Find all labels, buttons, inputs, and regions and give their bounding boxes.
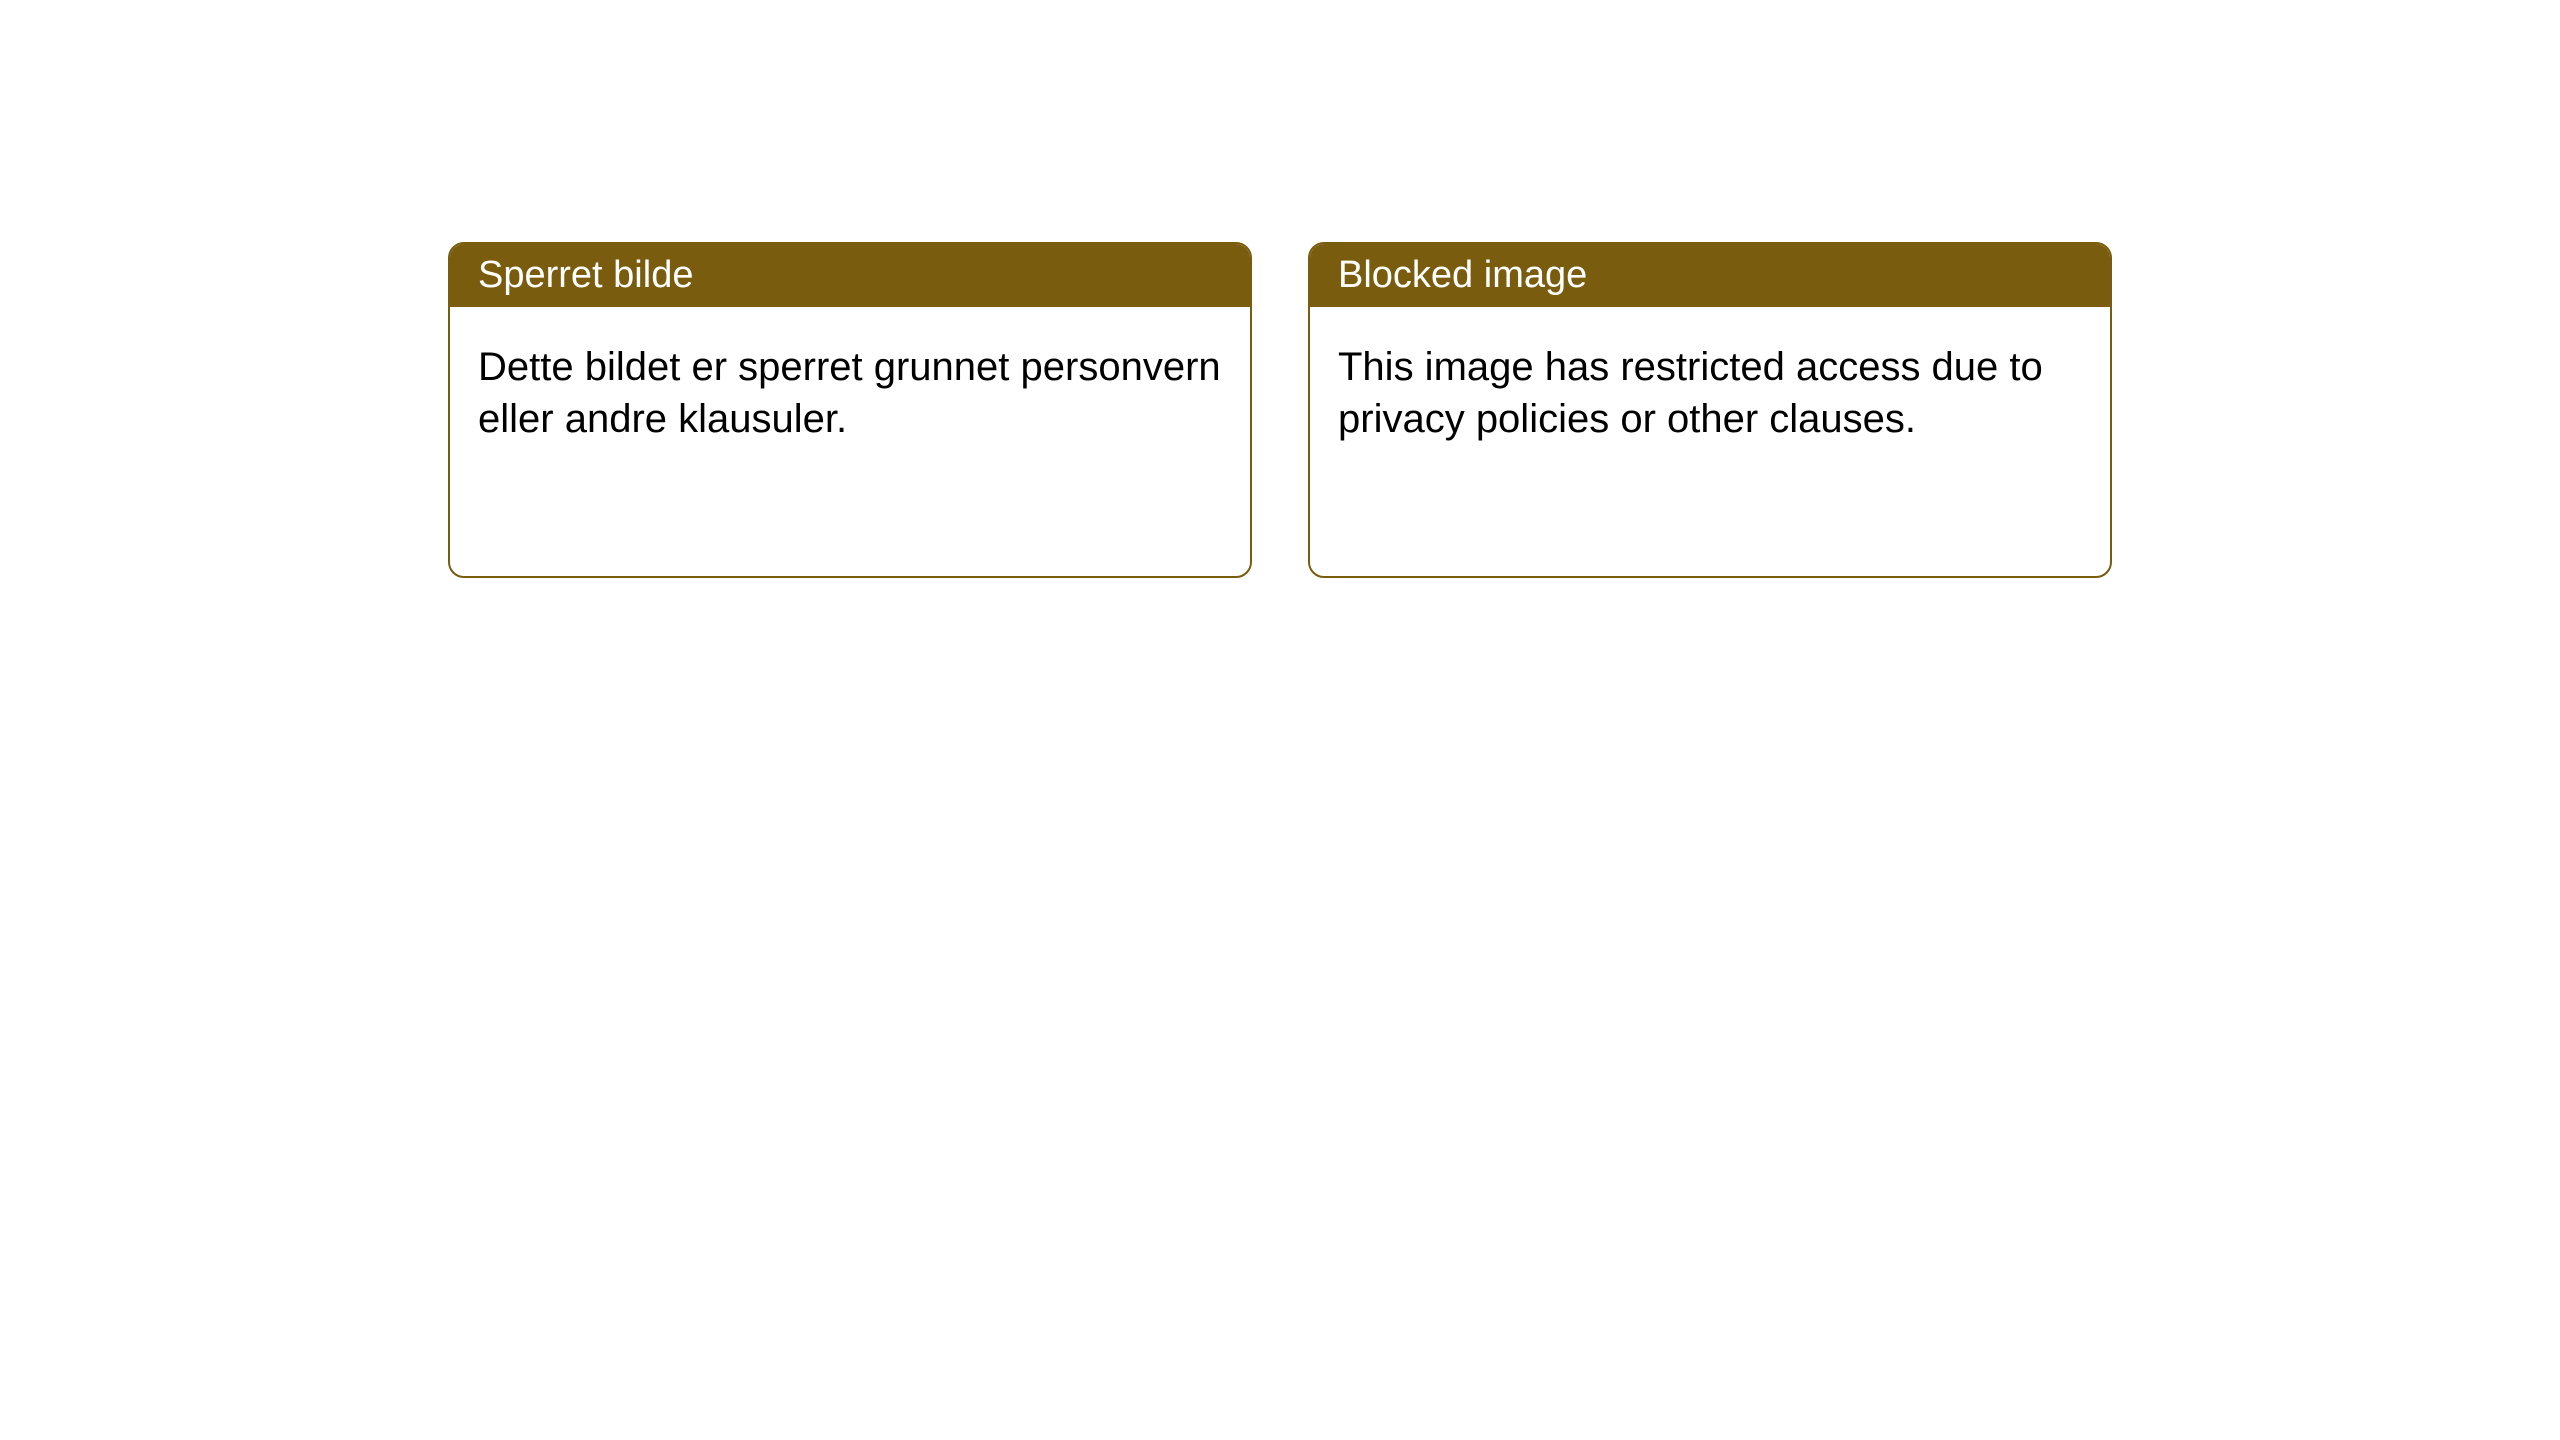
card-message: Dette bildet er sperret grunnet personve… [478, 345, 1221, 441]
card-body-english: This image has restricted access due to … [1310, 307, 2110, 479]
card-title: Sperret bilde [478, 254, 693, 296]
card-body-norwegian: Dette bildet er sperret grunnet personve… [450, 307, 1250, 479]
notice-container: Sperret bilde Dette bildet er sperret gr… [0, 0, 2560, 578]
card-header-norwegian: Sperret bilde [450, 244, 1250, 307]
card-header-english: Blocked image [1310, 244, 2110, 307]
card-title: Blocked image [1338, 254, 1587, 296]
notice-card-english: Blocked image This image has restricted … [1308, 242, 2112, 578]
notice-card-norwegian: Sperret bilde Dette bildet er sperret gr… [448, 242, 1252, 578]
card-message: This image has restricted access due to … [1338, 345, 2043, 441]
